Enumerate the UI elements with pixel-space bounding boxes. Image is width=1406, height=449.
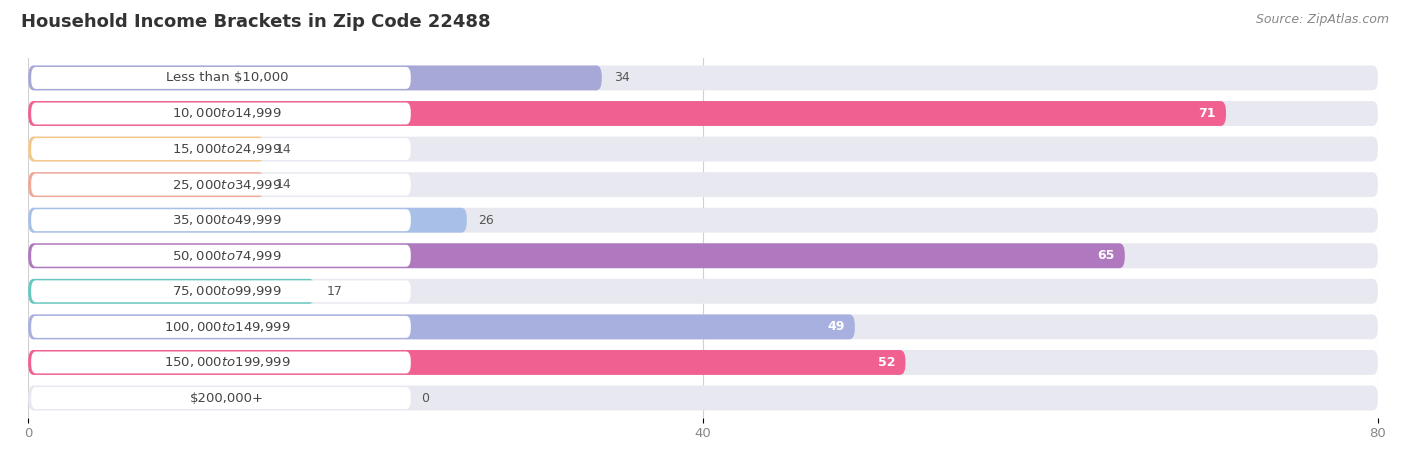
Text: 14: 14: [276, 143, 292, 155]
FancyBboxPatch shape: [31, 138, 411, 160]
Text: $25,000 to $34,999: $25,000 to $34,999: [173, 178, 283, 192]
Text: 34: 34: [613, 71, 630, 84]
FancyBboxPatch shape: [28, 243, 1378, 268]
Text: 14: 14: [276, 178, 292, 191]
FancyBboxPatch shape: [31, 102, 411, 124]
FancyBboxPatch shape: [28, 172, 264, 197]
Text: Household Income Brackets in Zip Code 22488: Household Income Brackets in Zip Code 22…: [21, 13, 491, 31]
Text: $10,000 to $14,999: $10,000 to $14,999: [173, 106, 283, 120]
FancyBboxPatch shape: [28, 350, 905, 375]
FancyBboxPatch shape: [31, 245, 411, 267]
Text: $75,000 to $99,999: $75,000 to $99,999: [173, 284, 283, 298]
Text: $15,000 to $24,999: $15,000 to $24,999: [173, 142, 283, 156]
Text: 0: 0: [422, 392, 429, 405]
FancyBboxPatch shape: [28, 279, 315, 304]
FancyBboxPatch shape: [28, 101, 1226, 126]
FancyBboxPatch shape: [28, 243, 1125, 268]
Text: $200,000+: $200,000+: [190, 392, 264, 405]
FancyBboxPatch shape: [31, 280, 411, 302]
Text: 71: 71: [1198, 107, 1216, 120]
FancyBboxPatch shape: [31, 352, 411, 374]
Text: $35,000 to $49,999: $35,000 to $49,999: [173, 213, 283, 227]
Text: Source: ZipAtlas.com: Source: ZipAtlas.com: [1256, 13, 1389, 26]
FancyBboxPatch shape: [28, 386, 1378, 410]
Text: 26: 26: [478, 214, 495, 227]
Text: $150,000 to $199,999: $150,000 to $199,999: [165, 356, 291, 370]
FancyBboxPatch shape: [28, 136, 1378, 162]
FancyBboxPatch shape: [31, 387, 411, 409]
FancyBboxPatch shape: [28, 208, 467, 233]
FancyBboxPatch shape: [28, 314, 1378, 339]
Text: 49: 49: [827, 321, 845, 333]
FancyBboxPatch shape: [31, 209, 411, 231]
FancyBboxPatch shape: [28, 314, 855, 339]
FancyBboxPatch shape: [28, 66, 1378, 90]
Text: 17: 17: [326, 285, 343, 298]
Text: Less than $10,000: Less than $10,000: [166, 71, 288, 84]
FancyBboxPatch shape: [28, 279, 1378, 304]
Text: 52: 52: [877, 356, 896, 369]
FancyBboxPatch shape: [28, 350, 1378, 375]
Text: $50,000 to $74,999: $50,000 to $74,999: [173, 249, 283, 263]
Text: 65: 65: [1097, 249, 1115, 262]
Text: $100,000 to $149,999: $100,000 to $149,999: [165, 320, 291, 334]
FancyBboxPatch shape: [31, 174, 411, 196]
FancyBboxPatch shape: [28, 208, 1378, 233]
FancyBboxPatch shape: [28, 136, 264, 162]
FancyBboxPatch shape: [31, 316, 411, 338]
FancyBboxPatch shape: [28, 101, 1378, 126]
FancyBboxPatch shape: [31, 67, 411, 89]
FancyBboxPatch shape: [28, 172, 1378, 197]
FancyBboxPatch shape: [28, 66, 602, 90]
